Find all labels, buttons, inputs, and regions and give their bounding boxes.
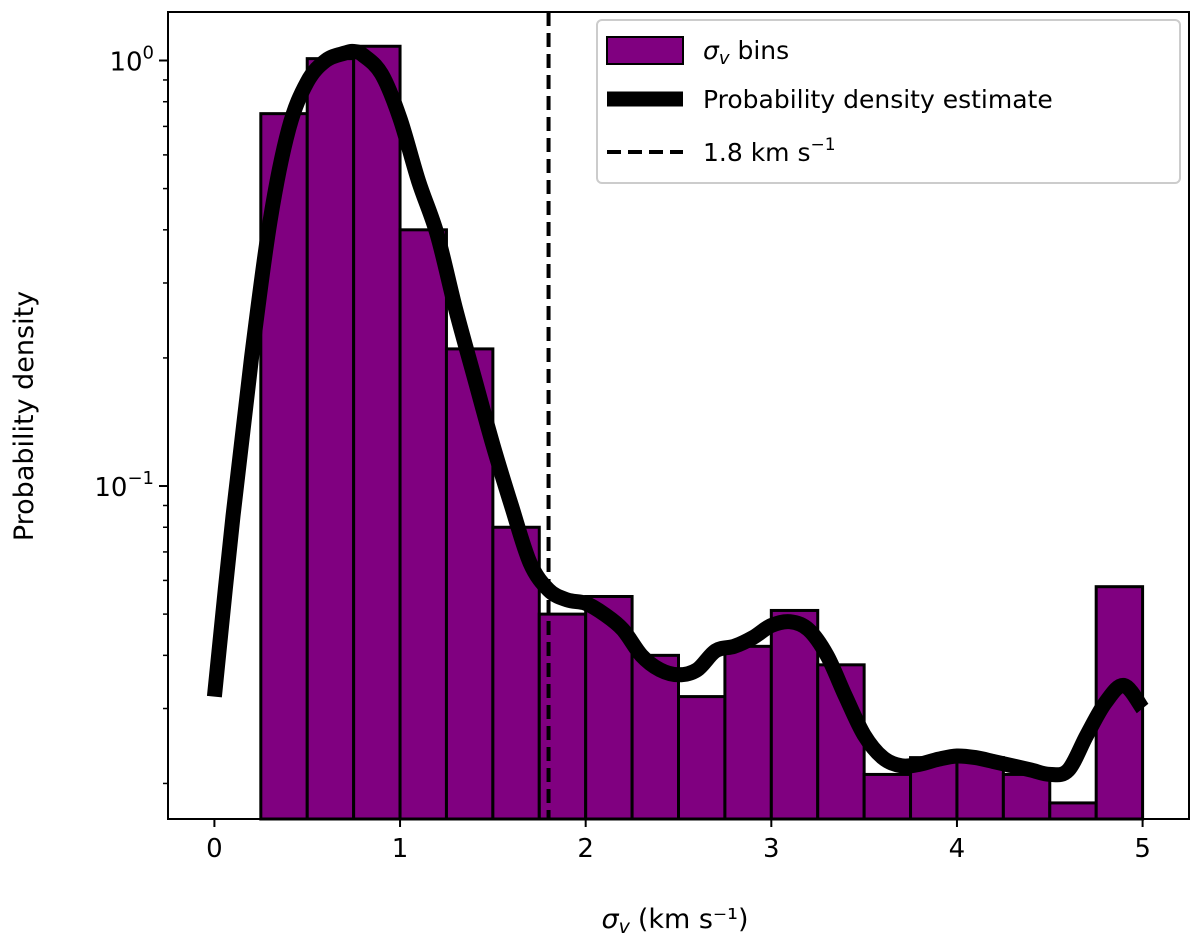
y-axis-label: Probability density — [9, 291, 40, 541]
histogram-bar — [677, 695, 727, 821]
plot-frame — [167, 11, 1190, 820]
legend-density-label: Probability density estimate — [703, 85, 1053, 114]
histogram-bar — [398, 228, 448, 821]
legend: σv bins Probability density estimate 1.8… — [596, 19, 1181, 184]
y-axis-ticks: 100 10−1 — [94, 42, 168, 785]
legend-threshold-label: 1.8 km s−1 — [703, 135, 836, 167]
y-tick-label: 10−1 — [94, 468, 154, 503]
histogram-bars — [259, 44, 1145, 821]
x-axis-label: σv (km s⁻¹) — [601, 904, 748, 938]
legend-box — [596, 19, 1181, 184]
x-tick-label: 3 — [763, 834, 780, 864]
legend-bins-swatch — [606, 36, 684, 65]
x-tick-label: 5 — [1134, 834, 1151, 864]
histogram-bar — [769, 608, 820, 821]
histogram-bar — [723, 644, 773, 821]
histogram-bar — [1001, 772, 1052, 821]
density-curve — [206, 43, 1149, 783]
x-tick-label: 0 — [206, 834, 223, 864]
x-tick-label: 4 — [949, 834, 966, 864]
legend-bins-label: σv bins — [703, 36, 789, 69]
histogram-bar — [1048, 801, 1098, 821]
y-tick-label: 100 — [109, 42, 154, 77]
x-axis-ticks: 0 1 2 3 4 5 — [206, 819, 1151, 864]
histogram-bar — [305, 57, 356, 821]
histogram-bar — [862, 772, 913, 821]
histogram-bar — [537, 612, 588, 821]
x-tick-label: 1 — [392, 834, 409, 864]
histogram-bar — [352, 44, 402, 821]
x-tick-label: 2 — [577, 834, 594, 864]
